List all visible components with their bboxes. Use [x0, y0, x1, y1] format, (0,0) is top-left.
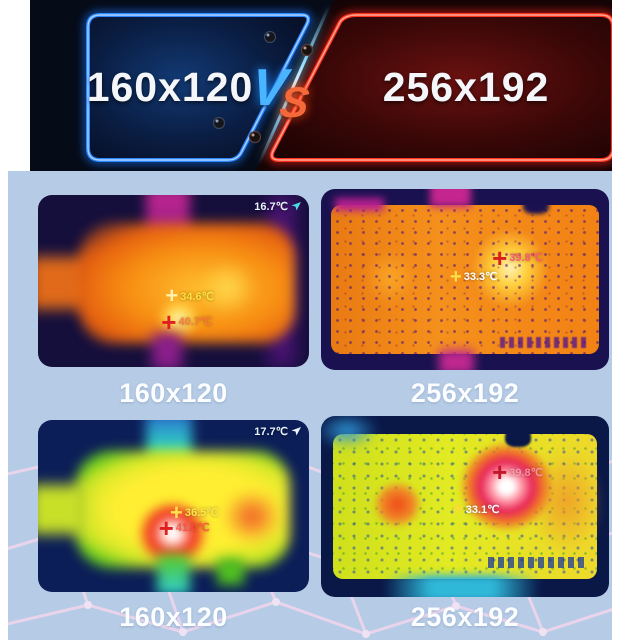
crosshair-icon: +: [158, 512, 174, 543]
vs-letter-s: S: [277, 79, 311, 127]
thermal-art-layer: [331, 205, 599, 354]
thermal-art-layer: [459, 441, 555, 532]
banner-left-resolution: 160x120: [86, 64, 254, 110]
thermal-art-layer: [488, 557, 586, 569]
spot-temp: 39.8℃: [509, 466, 544, 479]
neon-frames-graphic: [30, 0, 612, 171]
thermal-art-layer: [384, 575, 540, 597]
corner-temp: 17.7℃: [254, 425, 302, 438]
spot-marker-yellow: + 36.5℃: [170, 501, 219, 523]
vs-mark: VS: [249, 58, 315, 127]
thermal-art-layer: [38, 485, 87, 534]
spot-marker-yellow: + 33.1℃: [452, 498, 500, 521]
caption-bottom-left: 160x120: [119, 602, 228, 632]
screw-icons: [212, 30, 314, 144]
crosshair-icon: +: [161, 306, 177, 337]
cursor-icon: [291, 202, 301, 211]
spot-marker-red: + 40.7℃: [161, 306, 213, 337]
crosshair-icon: +: [450, 265, 462, 288]
spot-marker-yellow: + 33.3℃: [450, 265, 498, 288]
spot-marker-red: + 39.8℃: [492, 242, 544, 273]
caption-top-left: 160x120: [119, 378, 228, 408]
spot-temp: 33.1℃: [465, 503, 500, 516]
corner-temp-value: 16.7℃: [254, 201, 288, 213]
thermal-image-160x120-rainbow: 17.7℃ + 36.5℃ + 41.0℃: [38, 420, 309, 592]
spot-temp: 41.0℃: [175, 522, 210, 535]
thermal-art-layer: [216, 557, 244, 586]
caption-top-right: 256x192: [410, 378, 520, 408]
crosshair-icon: +: [492, 457, 508, 488]
thermal-art-layer: [321, 416, 379, 449]
corner-temp: 16.7℃: [254, 200, 302, 213]
thermal-image-256x192-rainbow: + 33.1℃ + 39.8℃: [321, 416, 609, 597]
cursor-icon: [291, 427, 301, 436]
spot-temp: 39.8℃: [509, 252, 544, 265]
thermal-art-layer: [151, 332, 182, 367]
spot-temp: 33.3℃: [463, 271, 498, 284]
spot-marker-red: + 41.0℃: [158, 512, 210, 543]
thermal-art-layer: [157, 298, 201, 340]
spot-temp: 34.6℃: [180, 290, 214, 303]
thermal-image-160x120-ironbow: 16.7℃ + 34.6℃ + 40.7℃: [38, 195, 309, 367]
thermal-art-layer: [505, 428, 532, 447]
thermal-image-256x192-ironbow: + 33.3℃ + 39.8℃: [321, 189, 609, 370]
spot-marker-red: + 39.8℃: [492, 457, 544, 488]
thermal-art-layer: [157, 554, 190, 592]
caption-bottom-right: 256x192: [410, 602, 520, 632]
thermal-art-layer: [335, 198, 385, 211]
banner-right-resolution: 256x192: [382, 64, 550, 110]
crosshair-icon: +: [452, 498, 464, 521]
thermal-art-layer: [222, 488, 282, 544]
corner-temp-value: 17.7℃: [254, 426, 288, 438]
thermal-art-layer: [430, 189, 471, 208]
thermal-art-layer: [439, 350, 474, 370]
spot-marker-yellow: + 34.6℃: [165, 283, 214, 309]
crosshair-icon: +: [165, 283, 179, 309]
vs-banner: 160x120 VS 256x192: [30, 0, 612, 171]
spot-temp: 36.5℃: [184, 507, 219, 519]
crosshair-icon: +: [492, 242, 508, 273]
spot-temp: 40.7℃: [178, 316, 213, 329]
thermal-art-layer: [372, 481, 422, 529]
thermal-art-layer: [200, 260, 255, 316]
thermal-art-layer: [499, 337, 589, 349]
thermal-art-layer: [522, 198, 549, 215]
